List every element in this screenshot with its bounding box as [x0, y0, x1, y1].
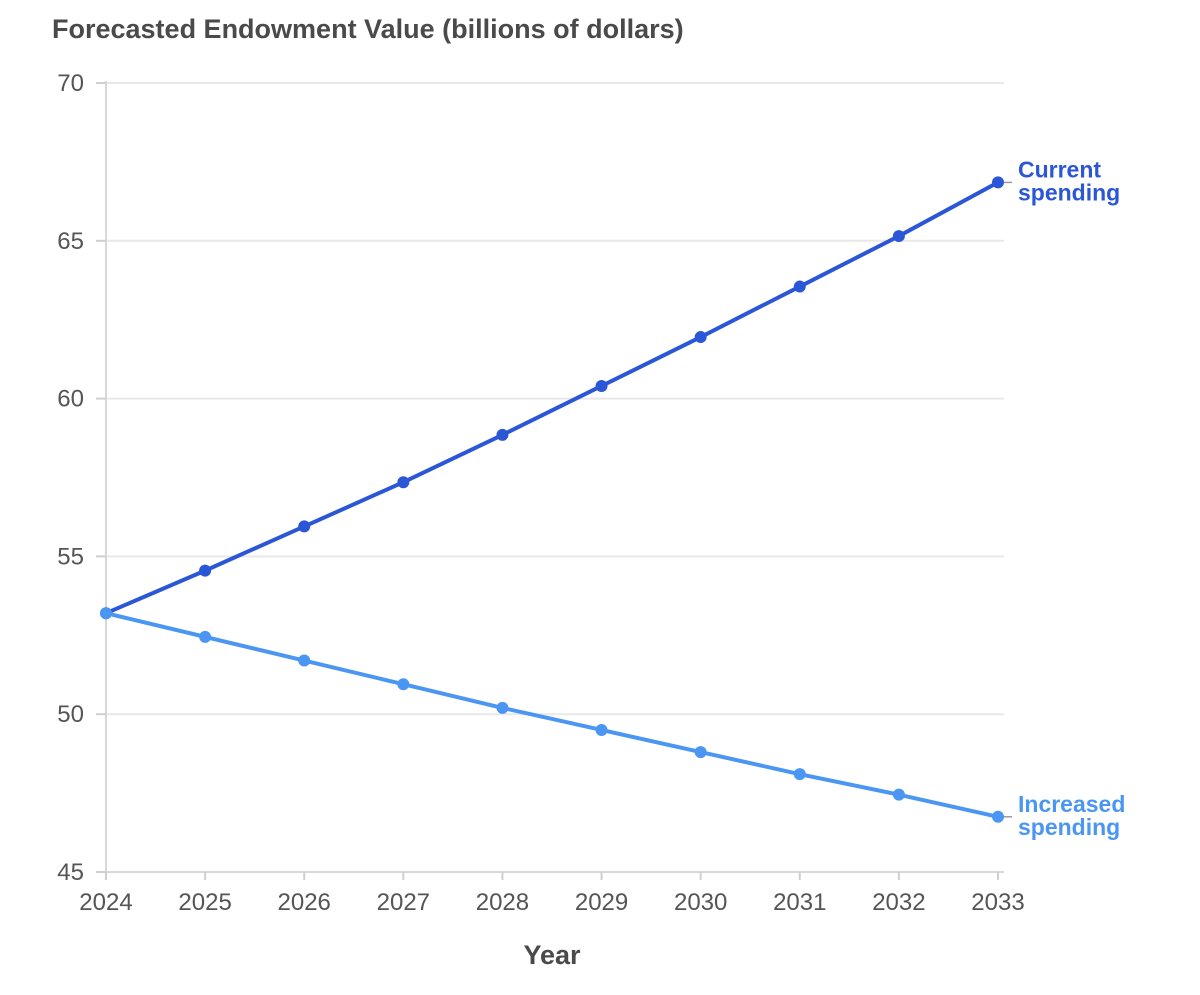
point-current-spending-2029: [595, 379, 608, 392]
point-increased-spending-2033: [992, 810, 1004, 823]
x-tick-label-2024: 2024: [79, 889, 132, 916]
series-label-line-current-spending-1: spending: [1018, 179, 1120, 205]
x-tick-label-2027: 2027: [377, 889, 430, 916]
point-current-spending-2033: [992, 176, 1004, 189]
point-current-spending-2032: [892, 230, 905, 243]
x-axis-ticks: 2024 2025 2026 2027 2028 2029 2030 2031 2032 2033: [79, 872, 1025, 916]
x-tick-label-2028: 2028: [476, 889, 529, 916]
x-tick-label-2026: 2026: [278, 889, 331, 916]
x-tick-label-2032: 2032: [872, 889, 925, 916]
point-current-spending-2031: [793, 280, 806, 293]
x-tick-label-2025: 2025: [178, 889, 231, 916]
y-tick-label-55: 55: [57, 543, 84, 570]
point-increased-spending-2024: [100, 607, 112, 620]
y-tick-label-45: 45: [57, 859, 84, 886]
point-increased-spending-2027: [397, 678, 410, 691]
series-label-line-increased-spending-0: Increased: [1018, 791, 1125, 817]
series-layer: [100, 176, 1004, 823]
point-increased-spending-2025: [199, 630, 212, 643]
point-current-spending-2027: [397, 476, 410, 489]
point-current-spending-2030: [694, 331, 707, 344]
point-increased-spending-2029: [595, 723, 608, 736]
point-current-spending-2025: [199, 564, 212, 577]
point-increased-spending-2031: [793, 768, 806, 781]
point-increased-spending-2030: [694, 746, 707, 759]
x-tick-label-2033: 2033: [971, 889, 1024, 916]
y-tick-label-60: 60: [57, 386, 84, 413]
series-current-spending: [100, 176, 1004, 620]
point-increased-spending-2032: [892, 788, 905, 801]
point-increased-spending-2028: [496, 701, 509, 714]
gridlines: [106, 82, 1004, 716]
point-current-spending-2026: [298, 520, 311, 533]
x-tick-label-2030: 2030: [674, 889, 727, 916]
x-axis-title: Year: [523, 940, 581, 970]
line-increased-spending: [104, 611, 1000, 819]
series-label-line-current-spending-0: Current: [1018, 156, 1101, 182]
y-tick-label-70: 70: [57, 70, 84, 97]
series-label-line-increased-spending-1: spending: [1018, 814, 1120, 840]
series-label-current-spending: Current spending: [1018, 156, 1120, 205]
x-tick-label-2029: 2029: [575, 889, 628, 916]
point-current-spending-2028: [496, 428, 509, 441]
line-current-spending: [104, 180, 1000, 616]
y-tick-label-65: 65: [57, 228, 84, 255]
y-axis-ticks: 45 50 55 60 65 70: [57, 70, 106, 886]
axes: [105, 81, 1004, 873]
chart-title: Forecasted Endowment Value (billions of …: [52, 14, 684, 44]
series-increased-spending: [100, 607, 1004, 823]
point-increased-spending-2026: [298, 654, 311, 667]
x-tick-label-2031: 2031: [773, 889, 826, 916]
series-label-increased-spending: Increased spending: [1018, 791, 1125, 840]
y-tick-label-50: 50: [57, 701, 84, 728]
